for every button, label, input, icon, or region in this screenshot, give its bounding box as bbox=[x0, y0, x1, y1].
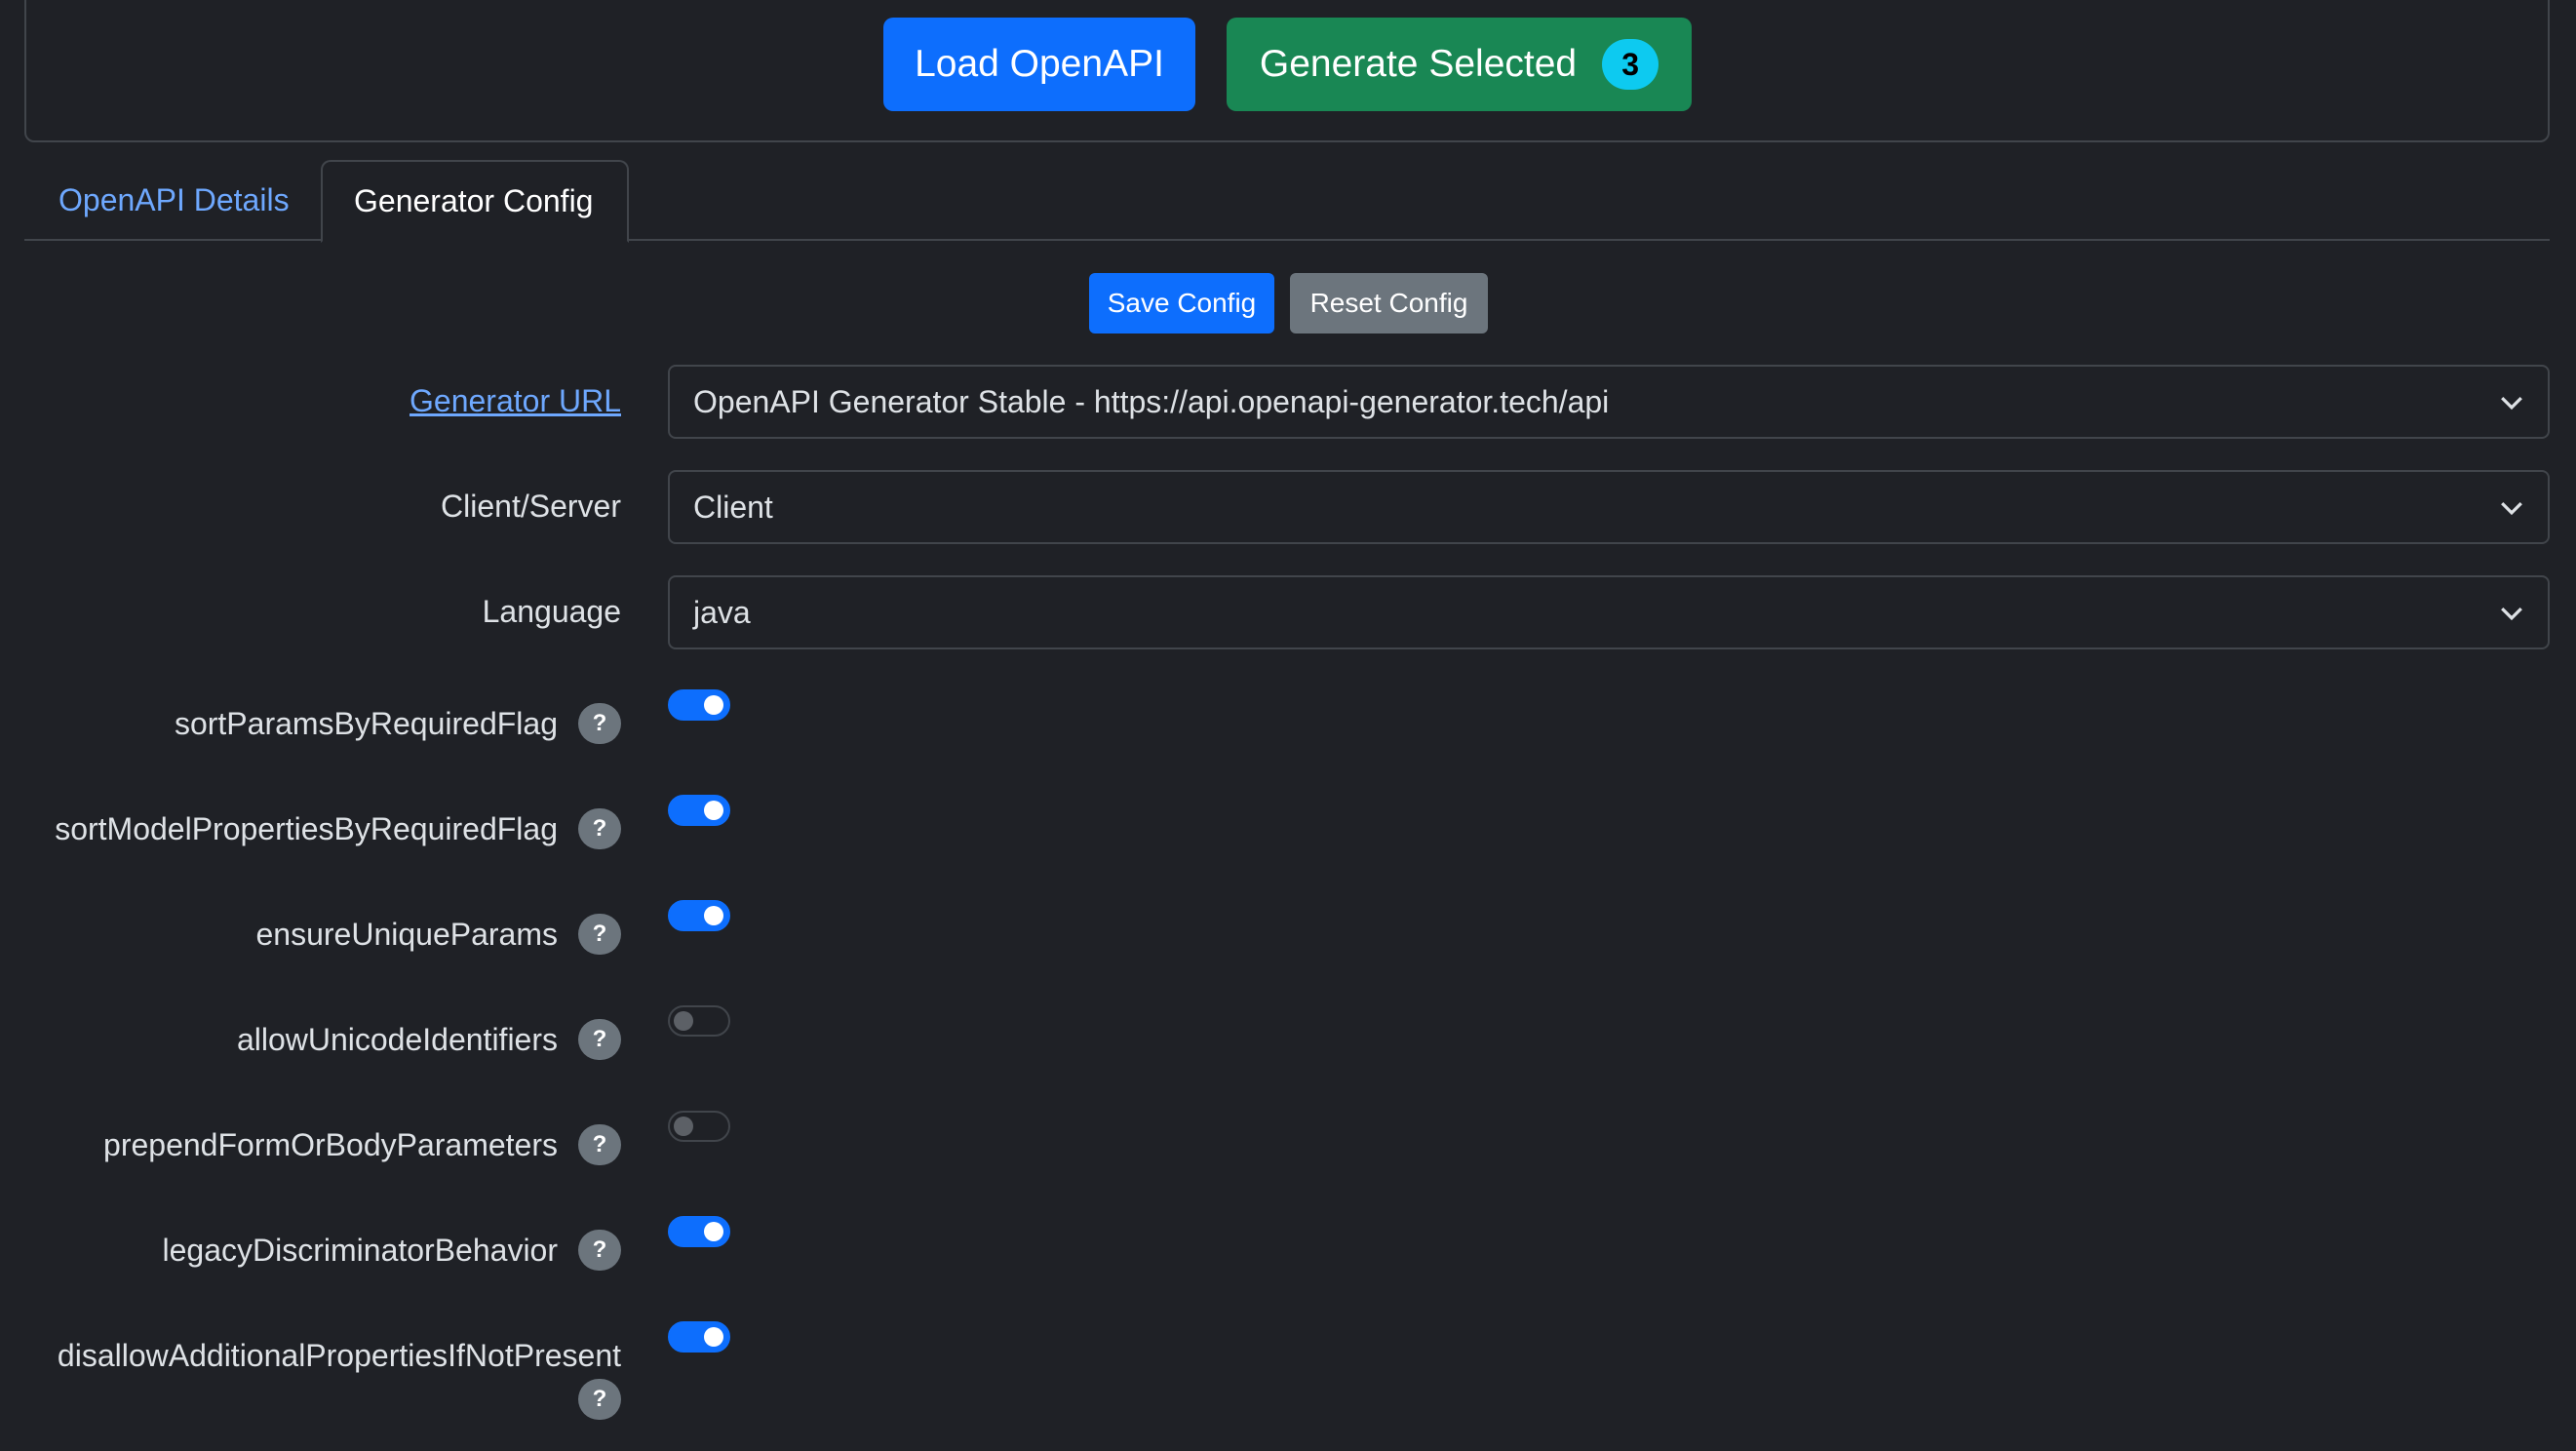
option-toggle[interactable] bbox=[668, 1216, 730, 1247]
chevron-down-icon bbox=[2501, 607, 2522, 621]
toggle-knob bbox=[674, 1117, 693, 1136]
tab-divider bbox=[24, 239, 2550, 241]
option-label: ensureUniqueParams bbox=[255, 917, 559, 952]
header-card bbox=[24, 0, 2550, 142]
language-select[interactable]: java bbox=[668, 575, 2550, 649]
load-openapi-button[interactable]: Load OpenAPI bbox=[883, 18, 1195, 111]
option-label: sortParamsByRequiredFlag bbox=[174, 706, 558, 741]
tab-generator-config[interactable]: Generator Config bbox=[321, 160, 629, 243]
save-config-button[interactable]: Save Config bbox=[1089, 273, 1274, 333]
chevron-down-icon bbox=[2501, 501, 2522, 516]
chevron-down-icon bbox=[2501, 396, 2522, 411]
toggle-knob bbox=[674, 1011, 693, 1031]
help-icon[interactable]: ? bbox=[578, 914, 621, 955]
option-label: sortModelPropertiesByRequiredFlag bbox=[55, 811, 558, 846]
toggle-knob bbox=[704, 1327, 723, 1347]
selected-count-badge: 3 bbox=[1602, 39, 1659, 90]
toggle-knob bbox=[704, 695, 723, 715]
option-label: prependFormOrBodyParameters bbox=[103, 1127, 558, 1162]
client-server-label: Client/Server bbox=[441, 489, 621, 524]
client-server-value: Client bbox=[693, 489, 773, 525]
generate-selected-label: Generate Selected bbox=[1259, 43, 1578, 85]
generator-url-value: OpenAPI Generator Stable - https://api.o… bbox=[693, 383, 1610, 419]
option-toggle[interactable] bbox=[668, 1111, 730, 1142]
help-icon[interactable]: ? bbox=[578, 1019, 621, 1060]
generator-url-link[interactable]: Generator URL bbox=[410, 383, 621, 418]
load-openapi-label: Load OpenAPI bbox=[915, 43, 1164, 85]
help-icon[interactable]: ? bbox=[578, 1124, 621, 1165]
generate-selected-button[interactable]: Generate Selected 3 bbox=[1227, 18, 1692, 111]
help-icon[interactable]: ? bbox=[578, 1379, 621, 1420]
option-toggle[interactable] bbox=[668, 900, 730, 931]
help-icon[interactable]: ? bbox=[578, 808, 621, 849]
client-server-select[interactable]: Client bbox=[668, 470, 2550, 544]
help-icon[interactable]: ? bbox=[578, 703, 621, 744]
option-label: allowUnicodeIdentifiers bbox=[236, 1022, 558, 1057]
toggle-knob bbox=[704, 801, 723, 820]
language-value: java bbox=[693, 594, 751, 630]
reset-config-button[interactable]: Reset Config bbox=[1290, 273, 1488, 333]
option-label: disallowAdditionalPropertiesIfNotPresent bbox=[57, 1338, 621, 1373]
option-toggle[interactable] bbox=[668, 1321, 730, 1353]
language-label: Language bbox=[482, 594, 621, 629]
toggle-knob bbox=[704, 906, 723, 925]
option-toggle[interactable] bbox=[668, 795, 730, 826]
option-toggle[interactable] bbox=[668, 1005, 730, 1037]
option-label: legacyDiscriminatorBehavior bbox=[162, 1233, 558, 1268]
help-icon[interactable]: ? bbox=[578, 1230, 621, 1271]
option-toggle[interactable] bbox=[668, 689, 730, 721]
generator-url-select[interactable]: OpenAPI Generator Stable - https://api.o… bbox=[668, 365, 2550, 439]
toggle-knob bbox=[704, 1222, 723, 1241]
tab-openapi-details[interactable]: OpenAPI Details bbox=[59, 182, 290, 217]
generator-url-label: Generator URL bbox=[410, 383, 621, 419]
